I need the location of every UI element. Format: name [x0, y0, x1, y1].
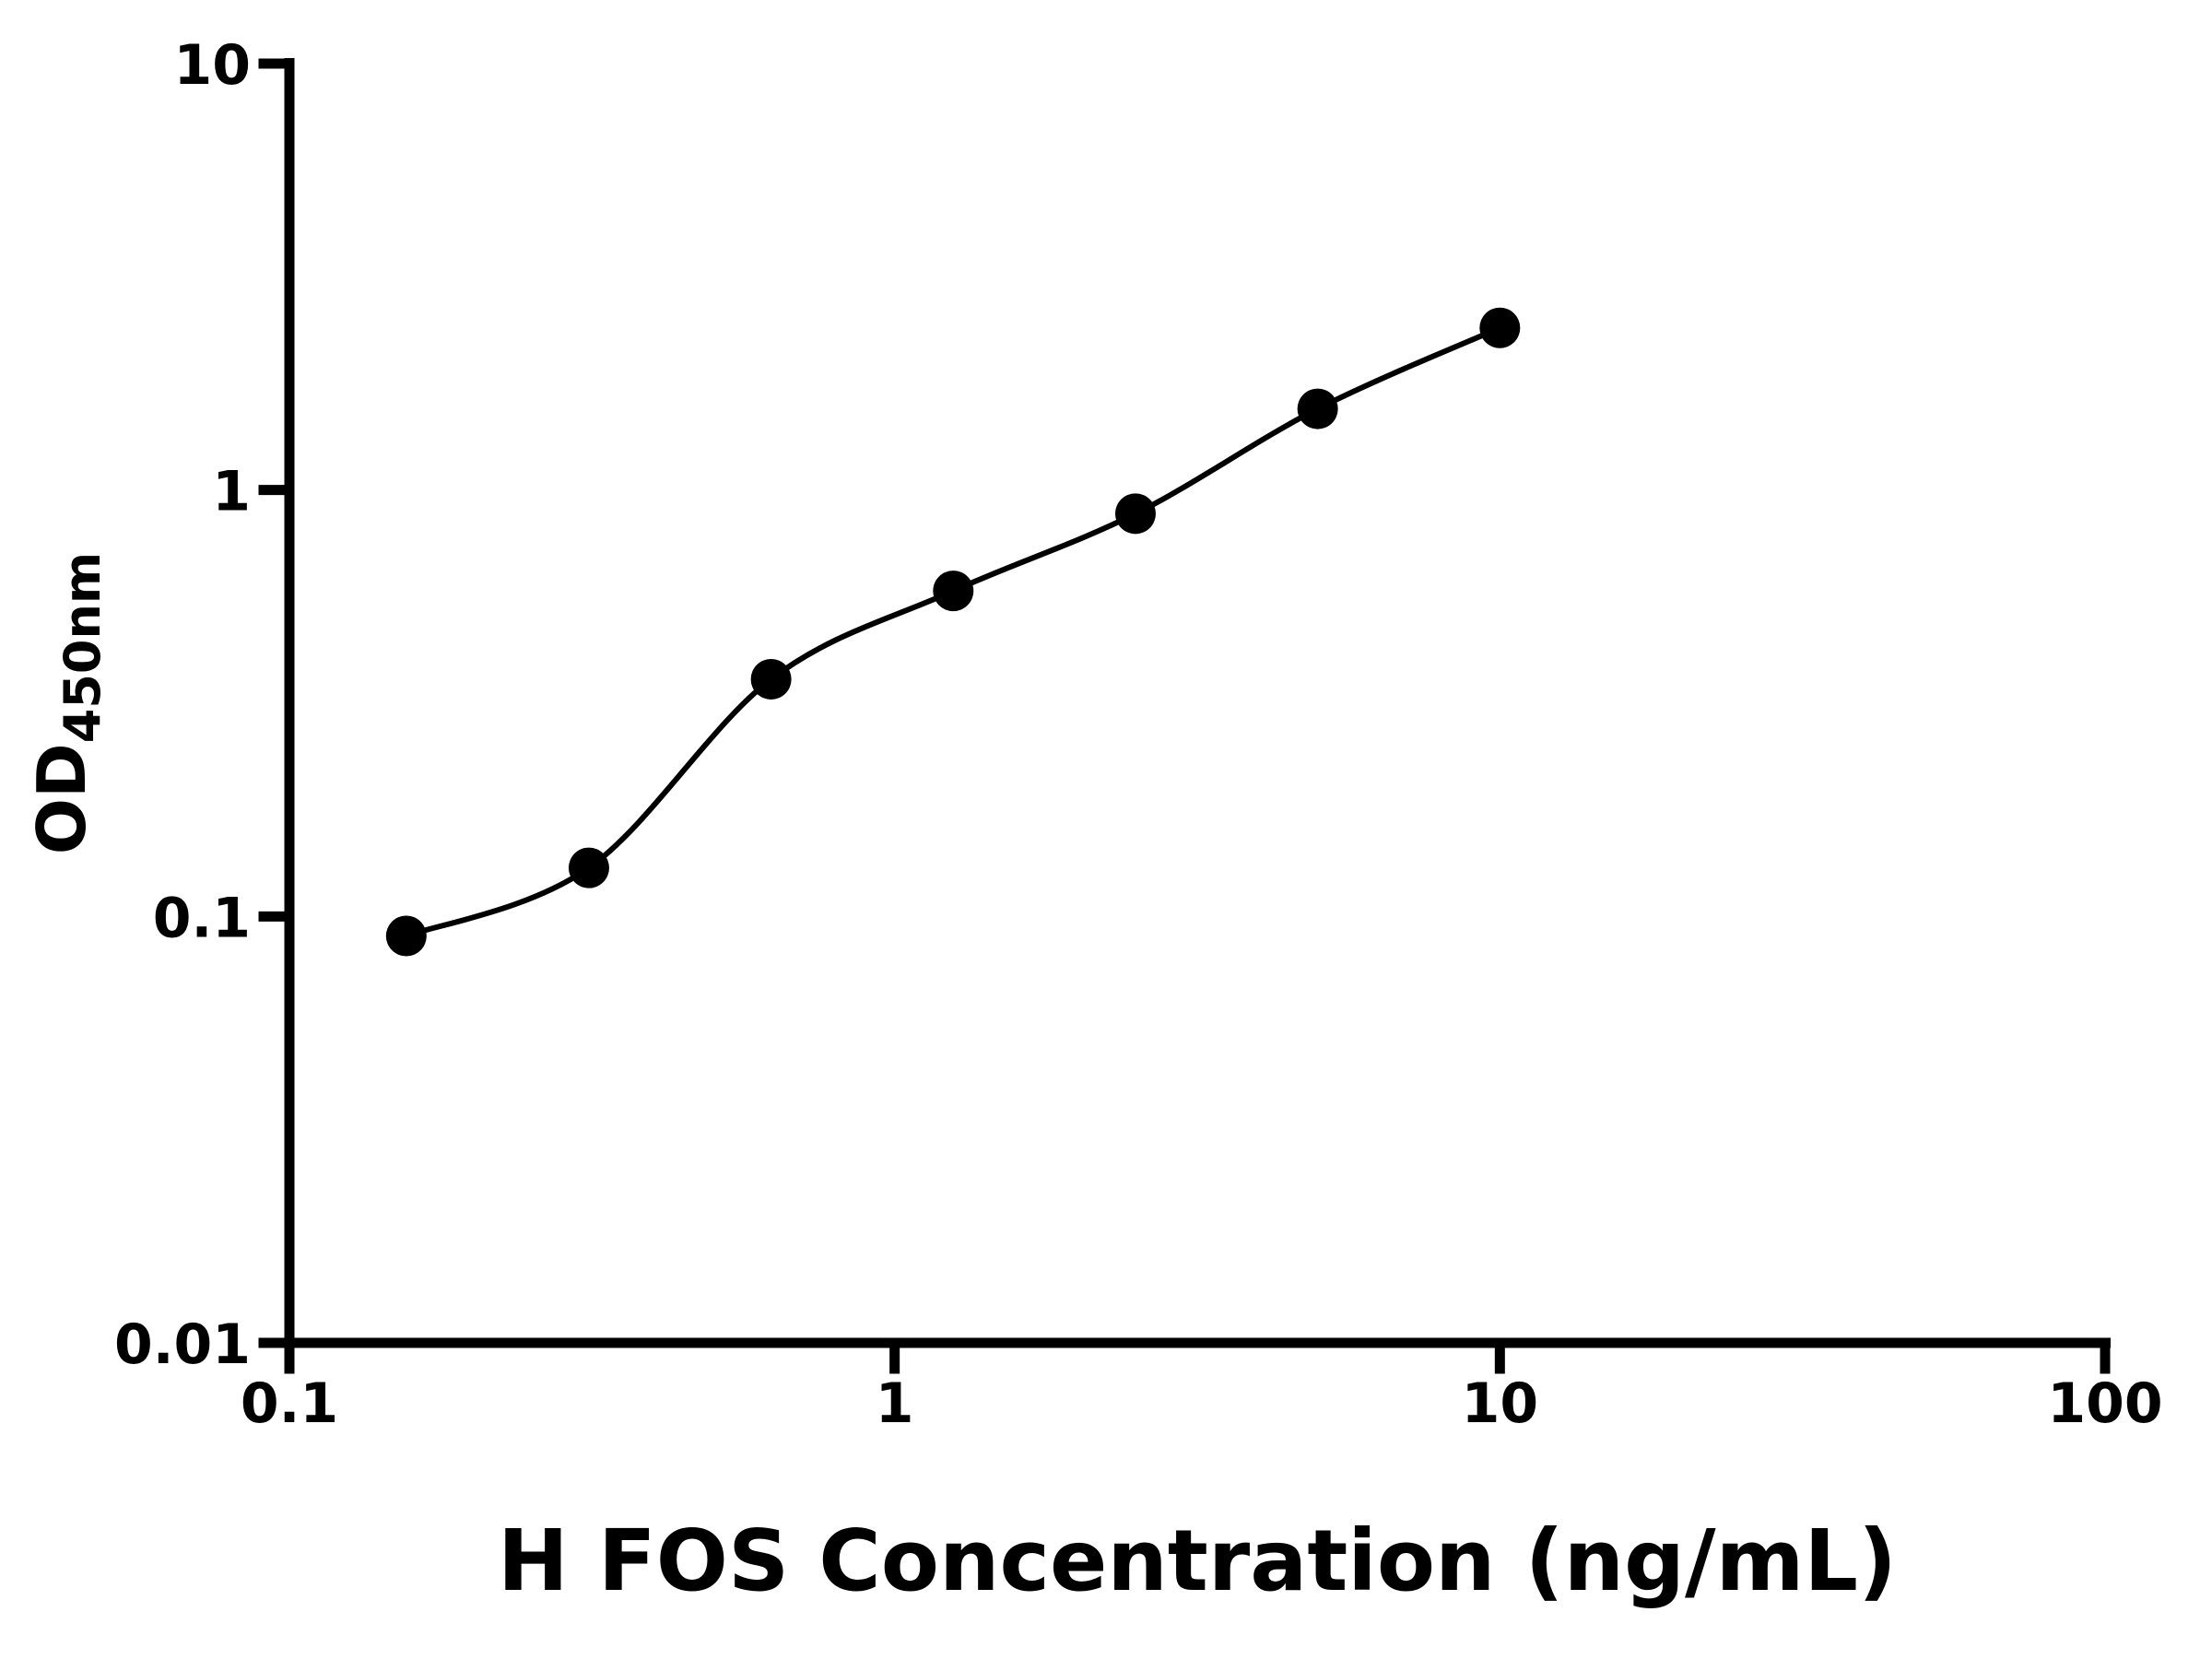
data-point: [750, 658, 792, 700]
x-tick-label: 10: [1462, 1371, 1539, 1436]
data-point: [933, 571, 974, 612]
y-axis-title: OD450nm: [23, 552, 112, 854]
x-tick-label: 1: [876, 1371, 914, 1436]
data-point: [1479, 307, 1521, 348]
x-tick-label: 100: [2047, 1371, 2162, 1436]
x-axis-title: H FOS Concentration (ng/mL): [498, 1512, 1897, 1610]
data-point: [568, 847, 609, 888]
y-tick-label: 1: [212, 460, 251, 524]
x-tick-label: 0.1: [241, 1371, 338, 1436]
data-point: [1114, 493, 1156, 535]
axes: [284, 58, 2111, 1348]
data-series: [385, 307, 1521, 957]
y-tick-label: 0.1: [153, 886, 251, 950]
y-tick-label: 0.01: [114, 1312, 251, 1377]
y-axis-title-main: OD: [23, 743, 100, 854]
tick-marks: [258, 58, 2111, 1374]
y-axis-title-subscript: 450nm: [53, 552, 112, 743]
data-point: [385, 915, 427, 957]
data-point: [1297, 388, 1338, 429]
y-tick-label: 10: [174, 33, 252, 98]
fit-curve: [405, 325, 1501, 939]
